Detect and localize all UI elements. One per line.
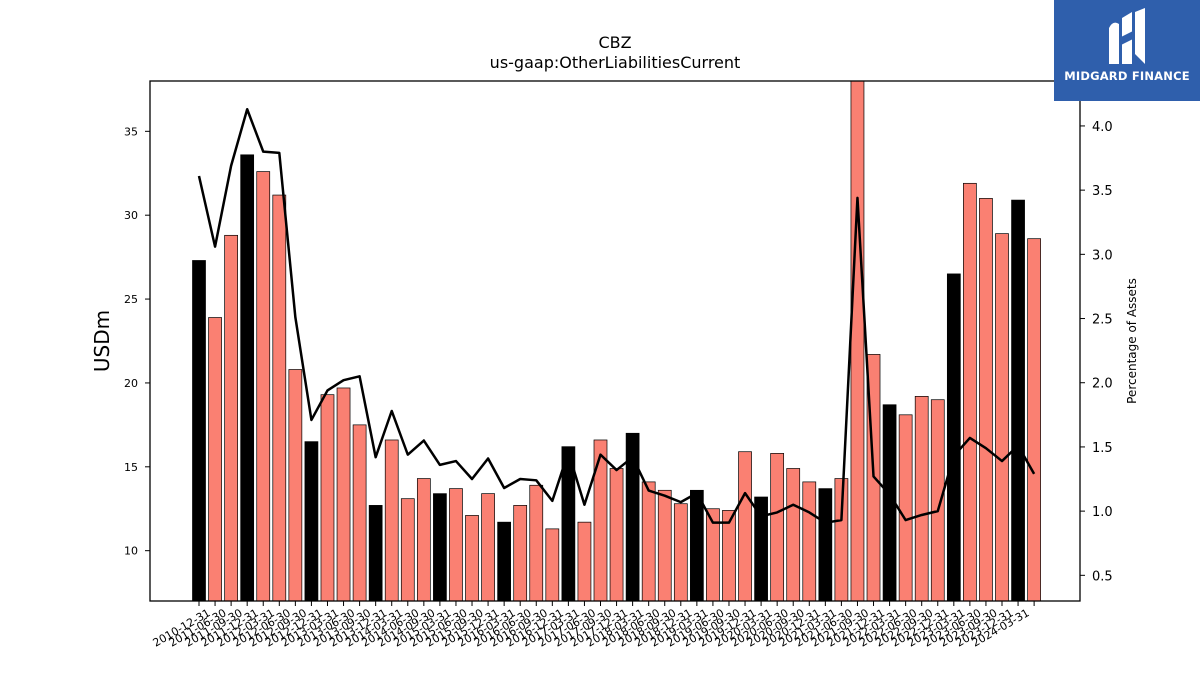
bar-2011-09-30: [224, 234, 238, 602]
bar-2023-09-30: [995, 233, 1009, 602]
y-axis-label: USDm: [90, 310, 114, 372]
bar-2021-06-30: [850, 80, 865, 602]
bar-2013-09-30: [352, 424, 367, 602]
bar-2015-06-30: [465, 515, 479, 602]
y-tick-label: 35: [124, 125, 138, 138]
bar-2017-09-30: [609, 468, 624, 602]
bar-2020-12-31: [818, 488, 833, 602]
bar-2022-12-31: [946, 273, 961, 602]
bar-2023-03-31: [963, 182, 977, 602]
bar-2014-03-31: [384, 439, 399, 602]
y-tick-label: 10: [124, 545, 138, 558]
logo-text: MIDGARD FINANCE: [1064, 69, 1190, 83]
bar-2018-03-31: [641, 481, 656, 602]
bar-2011-12-31: [240, 154, 255, 602]
y2-tick-label: 3.0: [1092, 248, 1113, 263]
logo-mark-icon: [1109, 8, 1145, 65]
bar-2012-12-31: [304, 441, 319, 602]
bar-2012-03-31: [256, 171, 271, 602]
bar-2024-03-31: [1027, 238, 1041, 602]
brand-logo: MIDGARD FINANCE: [1054, 0, 1200, 101]
bar-2014-06-30: [400, 498, 415, 602]
bar-2016-06-30: [529, 484, 544, 602]
y2-axis-label: Percentage of Assets: [1125, 278, 1139, 404]
y2-tick-label: 2.0: [1092, 377, 1113, 392]
y2-tick-label: 0.5: [1092, 569, 1113, 584]
bar-2020-06-30: [786, 468, 801, 602]
bar-2015-03-31: [449, 488, 463, 602]
axes-group: 1015202530350.51.01.52.02.53.03.54.02010…: [124, 80, 1113, 650]
bar-2019-12-31: [754, 496, 768, 602]
bar-2016-09-30: [545, 528, 560, 602]
y2-tick-label: 1.5: [1092, 441, 1113, 456]
bar-2010-12-31: [192, 260, 206, 602]
y-tick-label: 15: [124, 461, 138, 474]
bar-2018-09-30: [673, 503, 688, 602]
y-tick-label: 30: [124, 209, 138, 222]
bar-2018-12-31: [690, 489, 704, 602]
bar-2016-03-31: [513, 505, 528, 602]
bar-2022-09-30: [930, 399, 945, 602]
bar-2013-03-31: [320, 394, 335, 602]
y-tick-label: 20: [124, 377, 138, 390]
bar-2022-06-30: [914, 396, 929, 602]
bar-2018-06-30: [657, 489, 672, 602]
y2-tick-label: 1.0: [1092, 505, 1113, 520]
y2-tick-label: 2.5: [1092, 313, 1113, 328]
line-group: [197, 108, 1036, 524]
y2-tick-label: 3.5: [1092, 184, 1113, 199]
chart-subtitle: us-gaap:OtherLiabilitiesCurrent: [490, 53, 741, 72]
bar-2014-09-30: [416, 478, 431, 602]
bar-2020-09-30: [802, 481, 817, 602]
bar-2022-03-31: [898, 414, 913, 602]
bar-2011-06-30: [208, 317, 222, 602]
pct-assets-line: [197, 108, 1036, 524]
bar-2015-09-30: [481, 493, 495, 602]
bar-2019-09-30: [738, 451, 752, 602]
bar-2017-03-31: [577, 521, 592, 602]
bar-2023-12-31: [1011, 199, 1025, 602]
bar-2019-06-30: [722, 510, 736, 602]
bar-2013-06-30: [336, 387, 351, 602]
y-tick-label: 25: [124, 293, 138, 306]
bar-2012-06-30: [272, 194, 287, 602]
bar-2013-12-31: [368, 505, 383, 602]
y2-tick-label: 4.0: [1092, 120, 1113, 135]
bar-2023-06-30: [979, 198, 993, 602]
bars-group: [192, 80, 1041, 602]
bar-2015-12-31: [497, 521, 511, 602]
bar-2020-03-31: [770, 453, 785, 602]
bar-2012-09-30: [288, 369, 303, 602]
plot-frame: [149, 80, 1081, 602]
bar-2014-12-31: [433, 493, 447, 602]
bar-2017-06-30: [593, 439, 608, 602]
chart-title: CBZ: [598, 33, 631, 52]
